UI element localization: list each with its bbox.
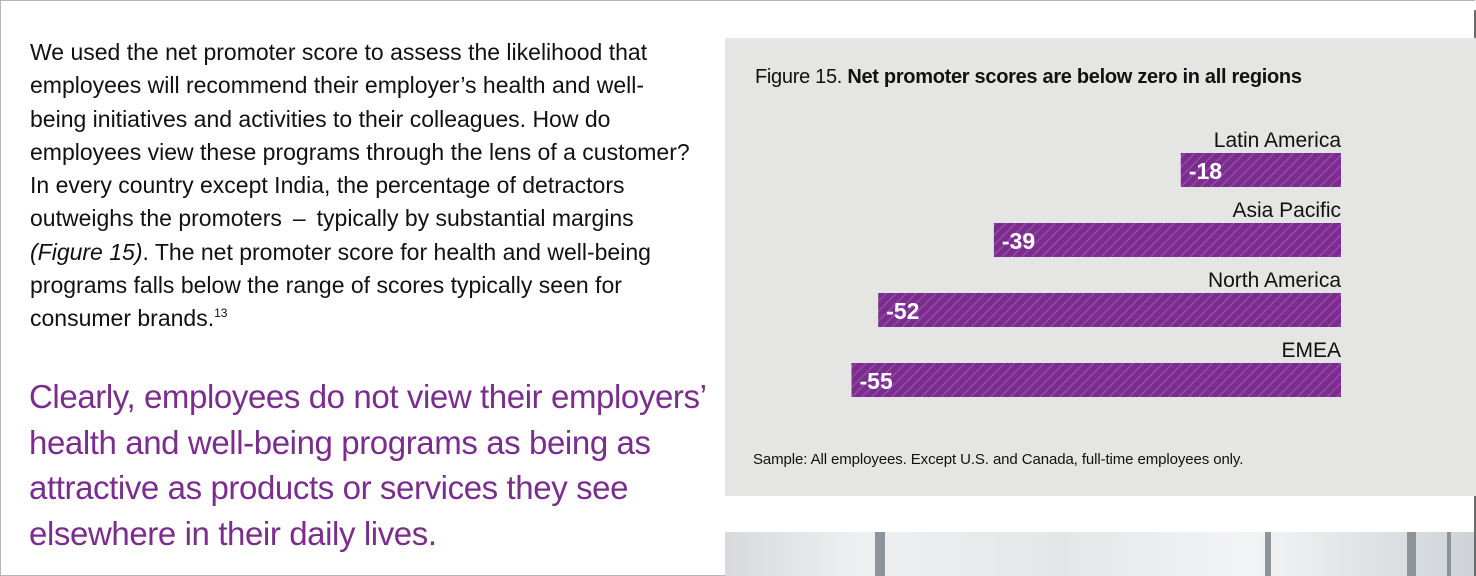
footnote-marker: 13 [214, 306, 228, 321]
bar [851, 363, 1341, 397]
bar [1180, 153, 1341, 187]
value-label: -55 [860, 368, 893, 394]
bar [878, 293, 1341, 327]
body-text-after-ref: . The net promoter score for health and … [30, 238, 651, 332]
figure-reference: (Figure 15) [30, 238, 143, 265]
category-label: Asia Pacific [1232, 199, 1341, 222]
bar [993, 223, 1341, 257]
photo-strip [725, 532, 1474, 576]
category-label: EMEA [1281, 339, 1341, 362]
figure-headline: Net promoter scores are below zero in al… [847, 66, 1302, 88]
figure-panel: Figure 15. Net promoter scores are below… [725, 38, 1476, 496]
figure-title: Figure 15. Net promoter scores are below… [755, 66, 1302, 89]
value-label: -18 [1189, 158, 1222, 184]
body-paragraph: We used the net promoter score to assess… [30, 36, 690, 336]
category-label: Latin America [1214, 129, 1342, 152]
bar-chart: Latin America -18 Asia Pacific -39 North Ame… [851, 129, 1342, 397]
category-label: North America [1208, 269, 1341, 292]
figure-label: Figure 15. [755, 66, 843, 88]
value-label: -52 [886, 298, 919, 324]
sample-note: Sample: All employees. Except U.S. and C… [753, 451, 1244, 468]
pull-quote: Clearly, employees do not view their emp… [29, 378, 706, 552]
body-text-before-ref: We used the net promoter score to assess… [30, 39, 690, 232]
value-label: -39 [1002, 228, 1035, 254]
